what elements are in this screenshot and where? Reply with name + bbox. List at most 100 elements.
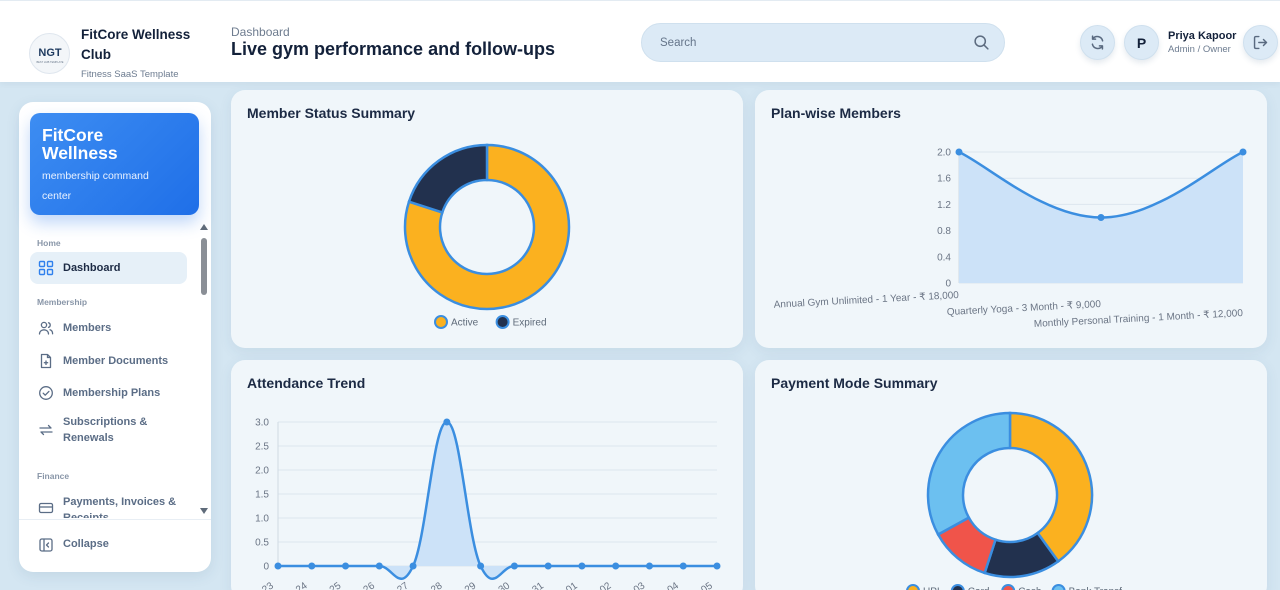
brand-logo: NGT BEST HUB TEMPLATE [29,33,70,74]
x-tick-label: y 28 [423,580,445,590]
member-status-chart: Active Expired [403,143,571,329]
x-tick-label: g 05 [692,580,715,590]
legend-label: Card [968,587,990,590]
user-avatar[interactable]: P [1124,25,1159,60]
x-tick-label: g 03 [625,580,648,590]
y-tick-label: 2.5 [255,442,269,453]
brand-subtitle: Fitness SaaS Template [81,69,179,80]
data-point [645,562,653,570]
legend-label: Bank Transf [1069,587,1123,590]
legend-swatch [950,584,965,590]
section-label-finance: Finance [37,471,70,481]
donut-slice-bank-transfer [926,411,1012,537]
plan-members-card: Plan-wise Members 0 0.4 0.8 1.2 1.6 2.0 Annual… [755,90,1267,348]
breadcrumb[interactable]: Dashboard [231,25,290,39]
y-tick-label: 2.0 [937,148,951,159]
x-tick-label: Annual Gym Unlimited - 1 Year - ₹ 18,000 [773,290,959,311]
sidebar-item-label: Member Documents [63,355,169,367]
sidebar-item-label: Payments, Invoices & Receipts [63,496,177,518]
logout-icon [1253,35,1268,50]
legend-swatch [1001,584,1016,590]
legend-label: Active [451,318,479,329]
avatar-initial: P [1136,34,1147,51]
y-tick-label: 0 [263,562,269,573]
sidebar-scrollbar-thumb[interactable] [201,238,207,295]
sidebar-item-label: Members [63,322,112,334]
data-point [274,562,282,570]
legend-label: Cash [1018,587,1041,590]
x-tick-label: y 30 [490,580,512,590]
attendance-card: Attendance Trend 0 0.5 1.0 1.5 2.0 2.5 3.0 y 23… [231,360,743,590]
y-tick-label: 1.2 [937,200,951,211]
x-tick-label: y 31 [524,580,546,590]
legend-swatch [434,315,448,329]
sidebar-item-dashboard[interactable]: Dashboard [30,252,187,284]
y-tick-label: 1.0 [255,514,269,525]
x-tick-label: y 24 [288,580,310,590]
refresh-arrows-icon [39,424,53,436]
data-point [342,562,350,570]
scroll-down-arrow[interactable] [200,508,208,514]
search-icon[interactable] [973,34,990,51]
section-label-membership: Membership [37,297,88,307]
donut-slice-upi [1008,411,1094,564]
attendance-chart: 0 0.5 1.0 1.5 2.0 2.5 3.0 y 23 y 24 y 25 y 26 y 27 y… [254,418,721,590]
x-tick-label: y 27 [389,580,411,590]
logout-button[interactable] [1243,25,1278,60]
sidebar-hero-title: FitCore Wellness [42,125,118,163]
data-point [308,562,316,570]
card-title: Member Status Summary [247,105,416,121]
data-point [477,562,485,570]
card-title: Attendance Trend [247,375,366,391]
sidebar-item-label: Membership Plans [63,387,161,399]
card-title: Plan-wise Members [771,105,901,121]
data-point [578,562,586,570]
svg-text:NGT: NGT [38,47,62,59]
payment-mode-chart: UPI Card Cash Bank Transf [906,411,1123,590]
data-point [679,562,687,570]
users-icon [38,321,54,335]
sidebar-item-members[interactable]: Members [30,312,187,344]
user-role: Admin / Owner [1168,44,1231,55]
collapse-button[interactable]: Collapse [30,530,187,560]
sidebar-hero-subtitle: membership command center [42,170,149,202]
card-title: Payment Mode Summary [771,375,938,391]
sidebar-nav[interactable]: Home Dashboard Membership Members [19,228,211,518]
sidebar-hero: FitCore Wellness membership command cent… [30,113,199,215]
data-point [713,562,721,570]
data-point [375,562,383,570]
sidebar-item-subscriptions[interactable]: Subscriptions & Renewals [30,410,187,450]
collapse-icon [39,538,53,552]
legend-swatch [495,315,510,329]
data-point [612,562,620,570]
check-circle-icon [39,386,53,400]
brand-name: FitCore Wellness Club [81,27,191,62]
y-tick-label: 1.5 [255,490,269,501]
top-header: NGT BEST HUB TEMPLATE FitCore Wellness C… [0,0,1280,82]
scroll-up-arrow[interactable] [200,224,208,230]
sidebar-divider [19,519,211,520]
data-point [955,148,963,156]
section-label-home: Home [37,238,61,248]
card-icon [38,502,54,514]
x-tick-label: g 02 [591,580,614,590]
y-tick-label: 2.0 [255,466,269,477]
search-bar[interactable] [641,23,1005,62]
sidebar-item-payments[interactable]: Payments, Invoices & Receipts [30,488,187,518]
sidebar-item-member-documents[interactable]: Member Documents [30,345,187,377]
data-point [544,562,552,570]
sidebar-item-label: Subscriptions & Renewals [63,416,148,444]
x-tick-label: g 04 [659,580,682,590]
x-tick-label: y 25 [321,580,343,590]
x-tick-label: y 23 [254,580,276,590]
y-tick-label: 0 [945,279,951,290]
y-tick-label: 1.6 [937,174,951,185]
sidebar: FitCore Wellness membership command cent… [19,102,211,572]
data-point [1239,148,1247,156]
sidebar-item-membership-plans[interactable]: Membership Plans [30,377,187,409]
legend-label: Expired [513,318,547,329]
user-name: Priya Kapoor [1168,30,1237,42]
refresh-button[interactable] [1080,25,1115,60]
search-input[interactable] [660,24,960,61]
grid-icon [38,260,54,276]
